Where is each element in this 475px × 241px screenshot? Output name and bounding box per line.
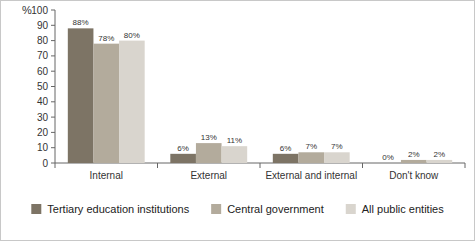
- legend-swatch: [31, 204, 41, 214]
- y-tick: [51, 25, 55, 26]
- y-axis: [55, 10, 56, 163]
- bar: [324, 152, 350, 163]
- bar: [298, 152, 324, 163]
- data-label: 6%: [280, 144, 292, 153]
- bar: [170, 154, 196, 163]
- data-labels: 88% 6% 6% 0% 78% 13% 7% 2% 80% 11% 7% 2%: [73, 18, 446, 162]
- bar: [273, 154, 299, 163]
- y-tick: [51, 117, 55, 118]
- y-tick-label: 60: [37, 66, 49, 77]
- y-tick: [51, 147, 55, 148]
- frame: [1, 1, 475, 241]
- legend: Tertiary education institutions Central g…: [31, 203, 444, 215]
- legend-swatch: [346, 204, 356, 214]
- data-label: 7%: [331, 142, 343, 151]
- data-label: 88%: [73, 18, 89, 27]
- bar: [196, 143, 222, 163]
- y-tick-label: 0: [42, 158, 48, 169]
- legend-label: Tertiary education institutions: [47, 203, 189, 215]
- bar: [427, 160, 453, 163]
- y-tick-label: 70: [37, 50, 49, 61]
- y-tick: [51, 40, 55, 41]
- y-tick-label: 100: [31, 5, 48, 16]
- category-separator: [157, 163, 158, 168]
- y-tick: [51, 71, 55, 72]
- data-label: 2%: [408, 150, 420, 159]
- category-separator: [55, 163, 56, 168]
- x-tick-label: Don't know: [389, 170, 439, 181]
- y-tick-label: 20: [37, 127, 49, 138]
- data-label: 2%: [434, 150, 446, 159]
- y-tick: [51, 163, 55, 164]
- legend-swatch: [211, 204, 221, 214]
- bar: [93, 44, 119, 163]
- y-tick: [51, 10, 55, 11]
- bar: [222, 146, 248, 163]
- category-separator: [465, 163, 466, 168]
- y-tick-label: 10: [37, 142, 49, 153]
- category-separator: [362, 163, 363, 168]
- legend-label: All public entities: [362, 203, 444, 215]
- data-label: 80%: [124, 31, 140, 40]
- y-tick-label: 90: [37, 20, 49, 31]
- bar: [401, 160, 427, 163]
- data-label: 0%: [382, 153, 394, 162]
- x-tick-label: External and internal: [265, 170, 357, 181]
- y-tick-label: 30: [37, 112, 49, 123]
- data-label: 78%: [98, 34, 114, 43]
- y-tick-label: 40: [37, 96, 49, 107]
- y-tick: [51, 132, 55, 133]
- bar: [119, 41, 145, 163]
- x-tick-label: Internal: [90, 170, 123, 181]
- y-tick-label: 50: [37, 81, 49, 92]
- y-tick: [51, 86, 55, 87]
- data-label: 7%: [305, 142, 317, 151]
- y-tick: [51, 101, 55, 102]
- y-tick-label: 80: [37, 35, 49, 46]
- data-label: 13%: [201, 133, 217, 142]
- chart: %0102030405060708090100InternalExternalE…: [0, 0, 475, 241]
- bars: [68, 28, 452, 163]
- x-tick-label: External: [190, 170, 227, 181]
- category-separator: [260, 163, 261, 168]
- bar: [375, 163, 401, 164]
- bar: [68, 28, 94, 163]
- y-tick: [51, 55, 55, 56]
- data-label: 11%: [227, 136, 242, 145]
- legend-label: Central government: [227, 203, 324, 215]
- data-label: 6%: [177, 144, 189, 153]
